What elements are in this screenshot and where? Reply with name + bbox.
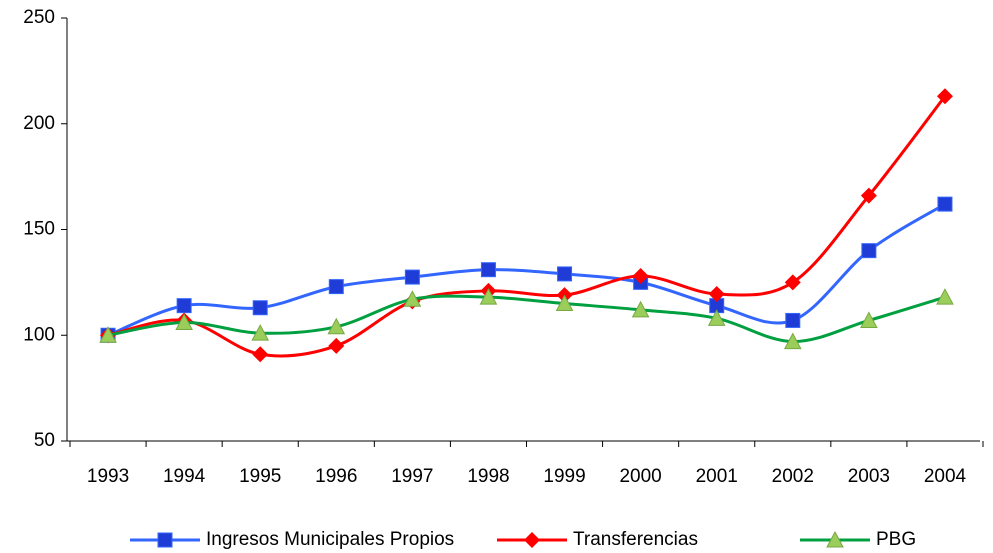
data-point — [557, 266, 573, 282]
y-tick-label: 250 — [23, 7, 55, 28]
data-point — [99, 326, 117, 343]
data-point — [327, 317, 346, 335]
data-point — [707, 309, 726, 326]
series-line — [107, 95, 947, 358]
data-point — [632, 268, 649, 285]
x-tick-label: 1998 — [467, 466, 509, 487]
legend-marker — [524, 532, 540, 548]
x-tick-label: 2000 — [619, 466, 661, 487]
x-tick-label: 2004 — [924, 466, 967, 487]
data-point — [936, 288, 954, 305]
data-point — [708, 286, 725, 303]
series-line — [107, 202, 946, 337]
x-tick-label: 2001 — [696, 466, 738, 487]
data-point — [175, 313, 193, 331]
x-tick-label: 2002 — [772, 466, 814, 487]
legend-label: Ingresos Municipales Propios — [206, 529, 454, 550]
x-tick-label: 1994 — [163, 466, 206, 487]
data-point — [784, 274, 801, 291]
data-point — [937, 196, 953, 212]
legend-marker — [157, 532, 173, 548]
data-point — [936, 88, 953, 105]
data-point — [785, 312, 801, 328]
data-point — [861, 243, 877, 259]
data-point — [328, 337, 345, 354]
data-point — [860, 311, 878, 328]
x-tick-label: 1995 — [239, 466, 281, 487]
data-point — [176, 298, 192, 314]
x-tick-label: 2003 — [848, 466, 890, 487]
data-point — [555, 294, 574, 312]
data-point — [631, 300, 650, 318]
y-tick-label: 50 — [34, 430, 55, 451]
data-point — [783, 332, 802, 350]
y-tick-label: 200 — [23, 113, 55, 134]
data-point — [252, 300, 268, 316]
legend-label: PBG — [876, 529, 916, 550]
x-tick-label: 1993 — [87, 466, 129, 487]
data-point — [403, 290, 422, 307]
y-tick-label: 100 — [23, 324, 55, 345]
data-point — [252, 346, 269, 363]
y-tick-label: 150 — [23, 219, 55, 240]
data-point — [479, 288, 498, 305]
data-point — [328, 279, 344, 295]
x-tick-label: 1996 — [315, 466, 357, 487]
data-point — [404, 269, 420, 285]
x-tick-label: 1997 — [391, 466, 433, 487]
legend-marker — [826, 530, 844, 548]
legend-label: Transferencias — [573, 529, 698, 550]
data-point — [860, 187, 877, 204]
x-tick-label: 1999 — [543, 466, 585, 487]
data-point — [251, 324, 270, 341]
data-point — [480, 262, 496, 278]
